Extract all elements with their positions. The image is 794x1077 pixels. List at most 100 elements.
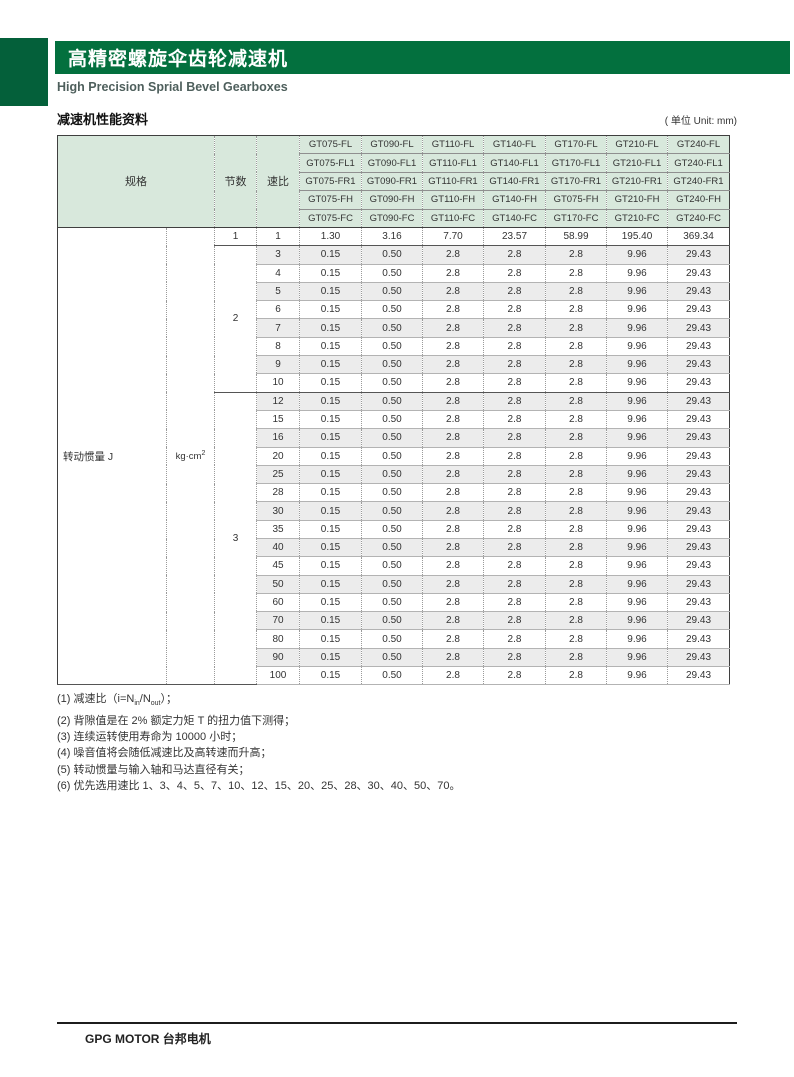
value-cell: 0.15 [299, 648, 362, 668]
model-header-cell: GT210-FC [606, 209, 668, 228]
table-row: 28 0.15 0.50 2.8 2.8 2.8 9.96 29.43 [58, 483, 730, 503]
ratio-cell: 40 [256, 538, 300, 558]
value-cell: 7.70 [422, 227, 484, 247]
value-cell: 0.15 [299, 245, 362, 265]
value-cell: 0.15 [299, 392, 362, 411]
value-cell: 9.96 [606, 648, 668, 668]
value-cell: 3.16 [361, 227, 423, 247]
value-cell: 195.40 [606, 227, 668, 247]
spec-header-cell: 规格 [57, 135, 215, 228]
value-cell: 9.96 [606, 520, 668, 540]
value-cell: 2.8 [545, 282, 607, 302]
value-cell: 0.50 [361, 428, 423, 448]
value-cell: 2.8 [422, 556, 484, 576]
value-cell: 0.50 [361, 355, 423, 375]
value-cell: 2.8 [545, 538, 607, 558]
value-cell: 2.8 [483, 300, 546, 320]
value-cell: 0.15 [299, 428, 362, 448]
model-header-cell: GT090-FR1 [361, 172, 423, 192]
model-header-cell: GT090-FH [361, 190, 423, 210]
value-cell: 2.8 [545, 392, 607, 411]
value-cell: 9.96 [606, 373, 668, 393]
value-cell: 0.50 [361, 465, 423, 485]
value-cell: 29.43 [667, 318, 730, 338]
value-cell: 2.8 [483, 355, 546, 375]
table-row: 10 0.15 0.50 2.8 2.8 2.8 9.96 29.43 [58, 373, 730, 393]
model-header-cell: GT090-FL [361, 135, 423, 155]
banner-title: 高精密螺旋伞齿轮减速机 [68, 49, 289, 70]
table-row: 45 0.15 0.50 2.8 2.8 2.8 9.96 29.43 [58, 556, 730, 576]
ratio-cell: 50 [256, 575, 300, 594]
value-cell: 0.15 [299, 264, 362, 283]
ratio-cell: 8 [256, 337, 300, 357]
page-footer: GPG MOTOR 台邦电机 [57, 1022, 737, 1048]
value-cell: 2.8 [483, 483, 546, 503]
value-cell: 2.8 [483, 264, 546, 283]
value-cell: 29.43 [667, 611, 730, 631]
model-header-cell: GT075-FH [299, 190, 362, 210]
value-cell: 0.50 [361, 556, 423, 576]
table-head: 规格 节数 速比 GT075-FL GT090-FL GT110-FL GT140-FL GT… [57, 135, 730, 228]
ratio-cell: 16 [256, 428, 300, 448]
value-cell: 2.8 [483, 575, 546, 594]
value-cell: 2.8 [483, 520, 546, 540]
value-cell: 9.96 [606, 300, 668, 320]
ratio-cell: 15 [256, 410, 300, 430]
value-cell: 0.15 [299, 556, 362, 576]
model-header-cell: GT075-FL1 [299, 153, 362, 173]
section-title: 减速机性能资料 [57, 112, 149, 127]
model-header-cell: GT090-FC [361, 209, 423, 228]
page-banner: 高精密螺旋伞齿轮减速机 [55, 41, 790, 74]
model-header-cell: GT075-FH [545, 190, 607, 210]
value-cell: 2.8 [422, 483, 484, 503]
value-cell: 9.96 [606, 556, 668, 576]
value-cell: 0.50 [361, 501, 423, 521]
ratio-cell: 80 [256, 629, 300, 649]
header-row: GT075-FC GT090-FC GT110-FC GT140-FC GT170-FC… [58, 209, 730, 228]
value-cell: 0.50 [361, 520, 423, 540]
value-cell: 2.8 [483, 373, 546, 393]
value-cell: 2.8 [545, 410, 607, 430]
value-cell: 2.8 [483, 556, 546, 576]
value-cell: 0.15 [299, 501, 362, 521]
value-cell: 2.8 [422, 648, 484, 668]
model-header-cell: GT140-FR1 [483, 172, 546, 192]
value-cell: 2.8 [545, 648, 607, 668]
value-cell: 2.8 [422, 520, 484, 540]
value-cell: 0.50 [361, 245, 423, 265]
table-row: 7 0.15 0.50 2.8 2.8 2.8 9.96 29.43 [58, 318, 730, 338]
value-cell: 2.8 [422, 373, 484, 393]
model-header-cell: GT210-FL1 [606, 153, 668, 173]
ratio-cell: 10 [256, 373, 300, 393]
stage-header-cell: 节数 [214, 135, 257, 228]
value-cell: 2.8 [422, 392, 484, 411]
value-cell: 2.8 [545, 264, 607, 283]
value-cell: 58.99 [545, 227, 607, 247]
value-cell: 29.43 [667, 629, 730, 649]
model-header-cell: GT210-FR1 [606, 172, 668, 192]
header-row: 规格 节数 速比 GT075-FL GT090-FL GT110-FL GT140-FL GT… [57, 135, 730, 228]
value-cell: 2.8 [483, 611, 546, 631]
table-row: 60 0.15 0.50 2.8 2.8 2.8 9.96 29.43 [58, 593, 730, 613]
value-cell: 29.43 [667, 575, 730, 594]
ratio-cell: 7 [256, 318, 300, 338]
value-cell: 0.15 [299, 373, 362, 393]
value-cell: 29.43 [667, 337, 730, 357]
value-cell: 29.43 [667, 465, 730, 485]
value-cell: 2.8 [422, 428, 484, 448]
model-header-cell: GT170-FR1 [545, 172, 607, 192]
table-row: 50 0.15 0.50 2.8 2.8 2.8 9.96 29.43 [58, 575, 730, 594]
value-cell: 2.8 [545, 373, 607, 393]
value-cell: 2.8 [483, 465, 546, 485]
table-row: 90 0.15 0.50 2.8 2.8 2.8 9.96 29.43 [58, 648, 730, 668]
value-cell: 0.50 [361, 282, 423, 302]
value-cell: 2.8 [545, 300, 607, 320]
ratio-cell: 30 [256, 501, 300, 521]
value-cell: 0.50 [361, 264, 423, 283]
stage-cell: 1 [214, 227, 257, 247]
model-header-cell: GT240-FR1 [667, 172, 730, 192]
value-cell: 9.96 [606, 282, 668, 302]
model-header-cell: GT170-FL1 [545, 153, 607, 173]
value-cell: 29.43 [667, 264, 730, 283]
